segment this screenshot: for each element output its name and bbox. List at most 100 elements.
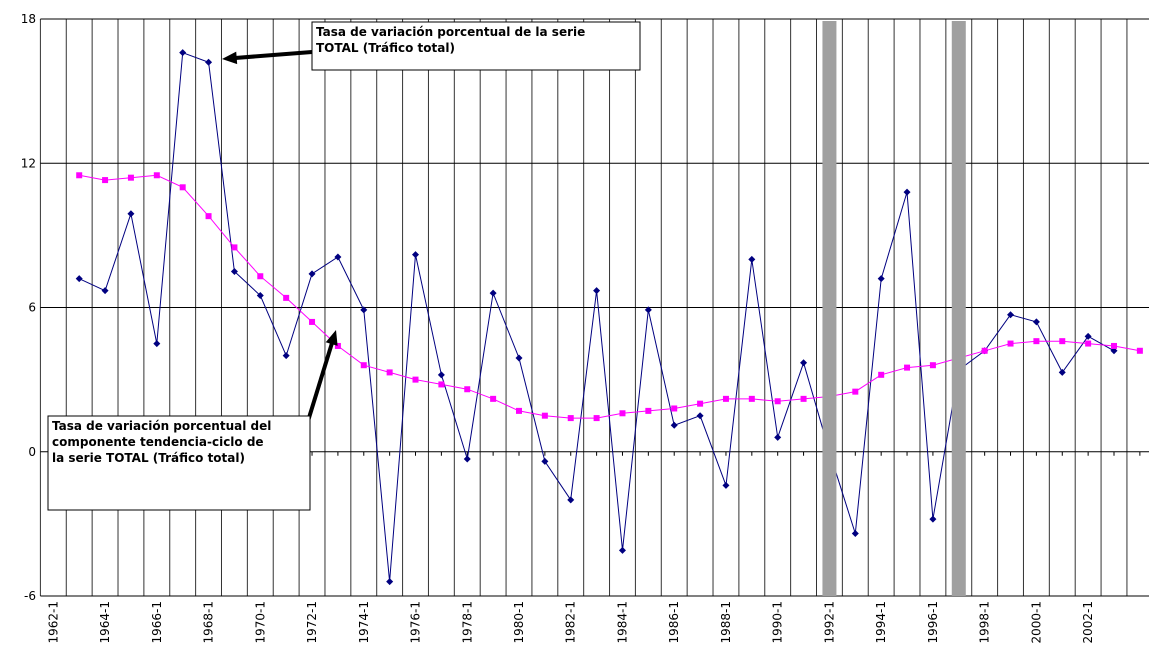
point-marker (929, 515, 937, 523)
y-tick-label: -6 (24, 589, 36, 603)
point-marker (334, 342, 341, 349)
point-marker (1032, 318, 1040, 326)
point-marker (179, 49, 187, 57)
arrow-shaft (231, 50, 313, 61)
point-marker (1058, 368, 1066, 376)
point-marker (127, 210, 135, 218)
gray-bar (822, 21, 837, 596)
point-marker (722, 395, 729, 402)
overlay: Tasa de variación porcentual de la serie… (47, 21, 966, 596)
x-tick-label: 1964-1 (98, 601, 112, 644)
point-marker (282, 352, 290, 360)
point-marker (153, 340, 161, 348)
point-marker (1136, 347, 1143, 354)
point-marker (748, 255, 756, 263)
point-marker (722, 481, 730, 489)
point-marker (205, 213, 212, 220)
point-marker (619, 410, 626, 417)
y-tick-label: 0 (28, 445, 36, 459)
annotation-box (311, 21, 641, 71)
x-tick-label: 1998-1 (978, 601, 992, 644)
point-marker (645, 407, 652, 414)
gray-bar (951, 21, 966, 596)
grid: -6 0 6 12 18 1962-1 1964-1 1966-1 1968-1 1970-1 19… (21, 12, 1149, 644)
point-marker (877, 275, 885, 283)
annotation-text: Tasa de variación porcentual de la serie (316, 25, 585, 39)
annotation-text: la serie TOTAL (Tráfico total) (52, 451, 245, 465)
x-tick-label: 1962-1 (46, 601, 60, 644)
point-marker (1111, 342, 1118, 349)
point-marker (748, 395, 755, 402)
arrow-head (222, 51, 238, 65)
x-tick-label: 1978-1 (460, 601, 474, 644)
point-marker (567, 415, 574, 422)
point-marker (515, 354, 523, 362)
point-marker (800, 359, 808, 367)
x-tick-label: 2002-1 (1081, 601, 1095, 644)
arrow-shaft (306, 338, 335, 422)
point-marker (308, 270, 316, 278)
point-marker (541, 412, 548, 419)
annotation-text: componente tendencia-ciclo de (52, 435, 264, 449)
point-marker (800, 395, 807, 402)
point-marker (618, 546, 626, 554)
point-marker (205, 58, 213, 66)
point-marker (851, 529, 859, 537)
point-marker (437, 371, 445, 379)
point-marker (904, 364, 911, 371)
point-marker (102, 177, 109, 184)
point-marker (852, 388, 859, 395)
x-tick-label: 1986-1 (667, 601, 681, 644)
point-marker (1033, 338, 1040, 345)
point-marker (179, 184, 186, 191)
point-marker (981, 347, 988, 354)
point-marker (76, 172, 83, 179)
point-marker (697, 400, 704, 407)
x-tick-label: 1966-1 (150, 601, 164, 644)
x-tick-label: 1988-1 (719, 601, 733, 644)
point-marker (153, 172, 160, 179)
annotation-box (47, 415, 311, 511)
y-tick-label: 6 (28, 301, 36, 315)
point-marker (101, 287, 109, 295)
point-marker (567, 496, 575, 504)
y-tick-label: 12 (21, 156, 36, 170)
x-tick-label: 1982-1 (564, 601, 578, 644)
plot (75, 49, 1143, 586)
x-tick-label: 1980-1 (512, 601, 526, 644)
y-tick-label: 18 (21, 12, 36, 26)
point-marker (463, 455, 471, 463)
point-marker (490, 395, 497, 402)
x-tick-label: 1974-1 (357, 601, 371, 644)
point-marker (1059, 338, 1066, 345)
point-marker (412, 251, 420, 259)
point-marker (334, 253, 342, 261)
x-tick-label: 1968-1 (202, 601, 216, 644)
point-marker (929, 362, 936, 369)
point-marker (386, 369, 393, 376)
annotation-text: TOTAL (Tráfico total) (316, 41, 455, 55)
point-marker (75, 275, 83, 283)
point-marker (1110, 347, 1118, 355)
x-tick-label: 1992-1 (822, 601, 836, 644)
point-marker (515, 407, 522, 414)
point-marker (386, 578, 394, 586)
point-marker (671, 405, 678, 412)
point-marker (1007, 311, 1015, 319)
point-marker (541, 457, 549, 465)
x-tick-label: 1994-1 (874, 601, 888, 644)
point-marker (464, 386, 471, 393)
x-tick-label: 2000-1 (1029, 601, 1043, 644)
point-marker (774, 433, 782, 441)
point-marker (256, 291, 264, 299)
point-marker (1007, 340, 1014, 347)
x-tick-label: 1996-1 (926, 601, 940, 644)
x-tick-label: 1990-1 (771, 601, 785, 644)
point-marker (774, 398, 781, 405)
annotation-text: Tasa de variación porcentual del (52, 419, 271, 433)
point-marker (903, 188, 911, 196)
x-tick-label: 1970-1 (253, 601, 267, 644)
point-marker (670, 421, 678, 429)
